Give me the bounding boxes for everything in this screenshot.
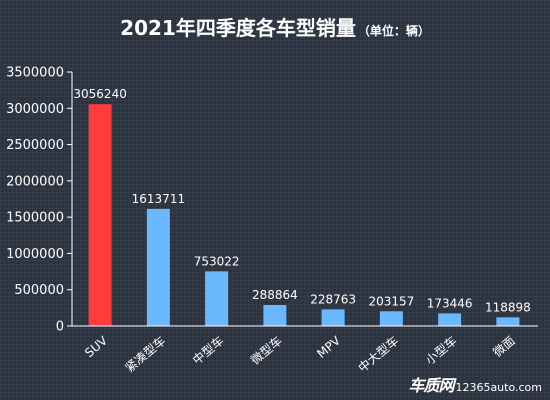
data-label: 753022 xyxy=(194,254,240,268)
watermark-logo: 车质网 12365auto.com xyxy=(408,372,542,396)
bar xyxy=(438,313,462,326)
data-label: 288864 xyxy=(252,288,298,302)
x-tick-label: SUV xyxy=(82,333,110,360)
y-tick-label: 1500000 xyxy=(6,211,64,226)
data-label: 173446 xyxy=(427,296,473,310)
y-tick-label: 1000000 xyxy=(6,247,64,262)
y-tick-label: 500000 xyxy=(14,283,64,298)
x-axis: SUV 紧凑型车 中型车 微型车 MPV 中大型车 小型车 微面 xyxy=(72,325,538,375)
y-tick-label: 2500000 xyxy=(6,138,64,153)
bars: 3056240 1613711 753022 288864 228763 203157 17… xyxy=(73,87,531,326)
bar xyxy=(379,311,403,326)
y-tick-label: 3000000 xyxy=(6,102,64,117)
x-tick-label: 中大型车 xyxy=(355,333,401,375)
chart-title: 2021年四季度各车型销量 （单位：辆） xyxy=(0,12,550,41)
x-tick-label: 微型车 xyxy=(248,333,285,368)
x-tick-label: 小型车 xyxy=(422,333,459,368)
y-tick-label: 3500000 xyxy=(6,66,64,81)
bar xyxy=(205,271,229,326)
chart-title-text: 2021年四季度各车型销量 xyxy=(120,16,356,40)
watermark-url: 12365auto.com xyxy=(455,381,542,394)
y-axis: 0 500000 1000000 1500000 2000000 2500000 30000… xyxy=(6,66,73,335)
bar xyxy=(263,305,287,326)
chart-unit-note: （单位：辆） xyxy=(357,24,430,38)
data-label: 118898 xyxy=(485,300,531,314)
y-tick-label: 0 xyxy=(56,320,64,335)
data-label: 228763 xyxy=(310,292,356,306)
watermark-brand: 车质网 xyxy=(408,376,454,395)
x-tick-label: 紧凑型车 xyxy=(122,333,168,375)
data-label: 1613711 xyxy=(132,192,185,206)
x-tick-label: 微面 xyxy=(490,334,517,360)
x-tick-label: 中型车 xyxy=(189,333,226,368)
data-label: 3056240 xyxy=(73,87,126,101)
bar xyxy=(496,317,520,326)
x-tick-label: MPV xyxy=(314,333,343,361)
bar xyxy=(321,309,345,326)
data-label: 203157 xyxy=(368,294,414,308)
y-tick-label: 2000000 xyxy=(6,174,64,189)
bar xyxy=(146,208,170,326)
bar xyxy=(88,104,112,326)
